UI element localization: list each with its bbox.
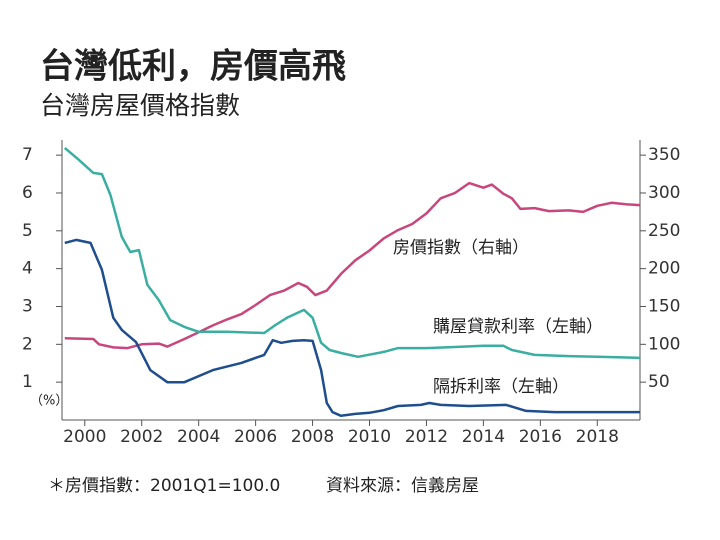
- y-unit: （%）: [30, 394, 68, 409]
- x-tick-label: 2016: [519, 427, 562, 447]
- y-tick-label: 7: [22, 145, 33, 165]
- series-label: 隔拆利率（左軸）: [433, 377, 569, 397]
- y-tick-label: 3: [22, 296, 33, 316]
- y2-tick-label: 350: [648, 145, 680, 165]
- y-tick-label: 1: [22, 372, 33, 392]
- y2-tick-label: 250: [648, 221, 680, 241]
- y-tick-label: 2: [22, 334, 33, 354]
- x-tick-label: 2008: [291, 427, 334, 447]
- series-label: 房價指數（右軸）: [393, 238, 529, 258]
- series-label: 購屋貸款利率（左軸）: [433, 317, 603, 337]
- x-tick-label: 2000: [63, 427, 106, 447]
- y2-tick-label: 200: [648, 259, 680, 279]
- x-tick-label: 2010: [348, 427, 391, 447]
- x-tick-label: 2018: [576, 427, 619, 447]
- chart-subtitle: 台灣房屋價格指數: [40, 91, 240, 120]
- series-line: [63, 146, 641, 360]
- y-tick-label: 5: [22, 221, 33, 241]
- y2-tick-label: 100: [648, 334, 680, 354]
- y-tick-label: 6: [22, 183, 33, 203]
- x-tick-label: 2002: [120, 427, 163, 447]
- x-tick-label: 2012: [405, 427, 448, 447]
- y2-tick-label: 300: [648, 183, 680, 203]
- y2-tick-label: 50: [648, 372, 670, 392]
- series-line: [64, 238, 640, 418]
- chart-title: 台灣低利，房價高飛: [40, 47, 346, 87]
- source: 資料來源：信義房屋: [326, 476, 479, 496]
- note: ＊房價指數：2001Q1=100.0: [48, 476, 280, 496]
- x-tick-label: 2014: [462, 427, 505, 447]
- x-tick-label: 2006: [234, 427, 277, 447]
- y-tick-label: 4: [22, 259, 33, 279]
- x-tick-label: 2004: [177, 427, 220, 447]
- y2-tick-label: 150: [648, 296, 680, 316]
- series-line: [64, 181, 641, 350]
